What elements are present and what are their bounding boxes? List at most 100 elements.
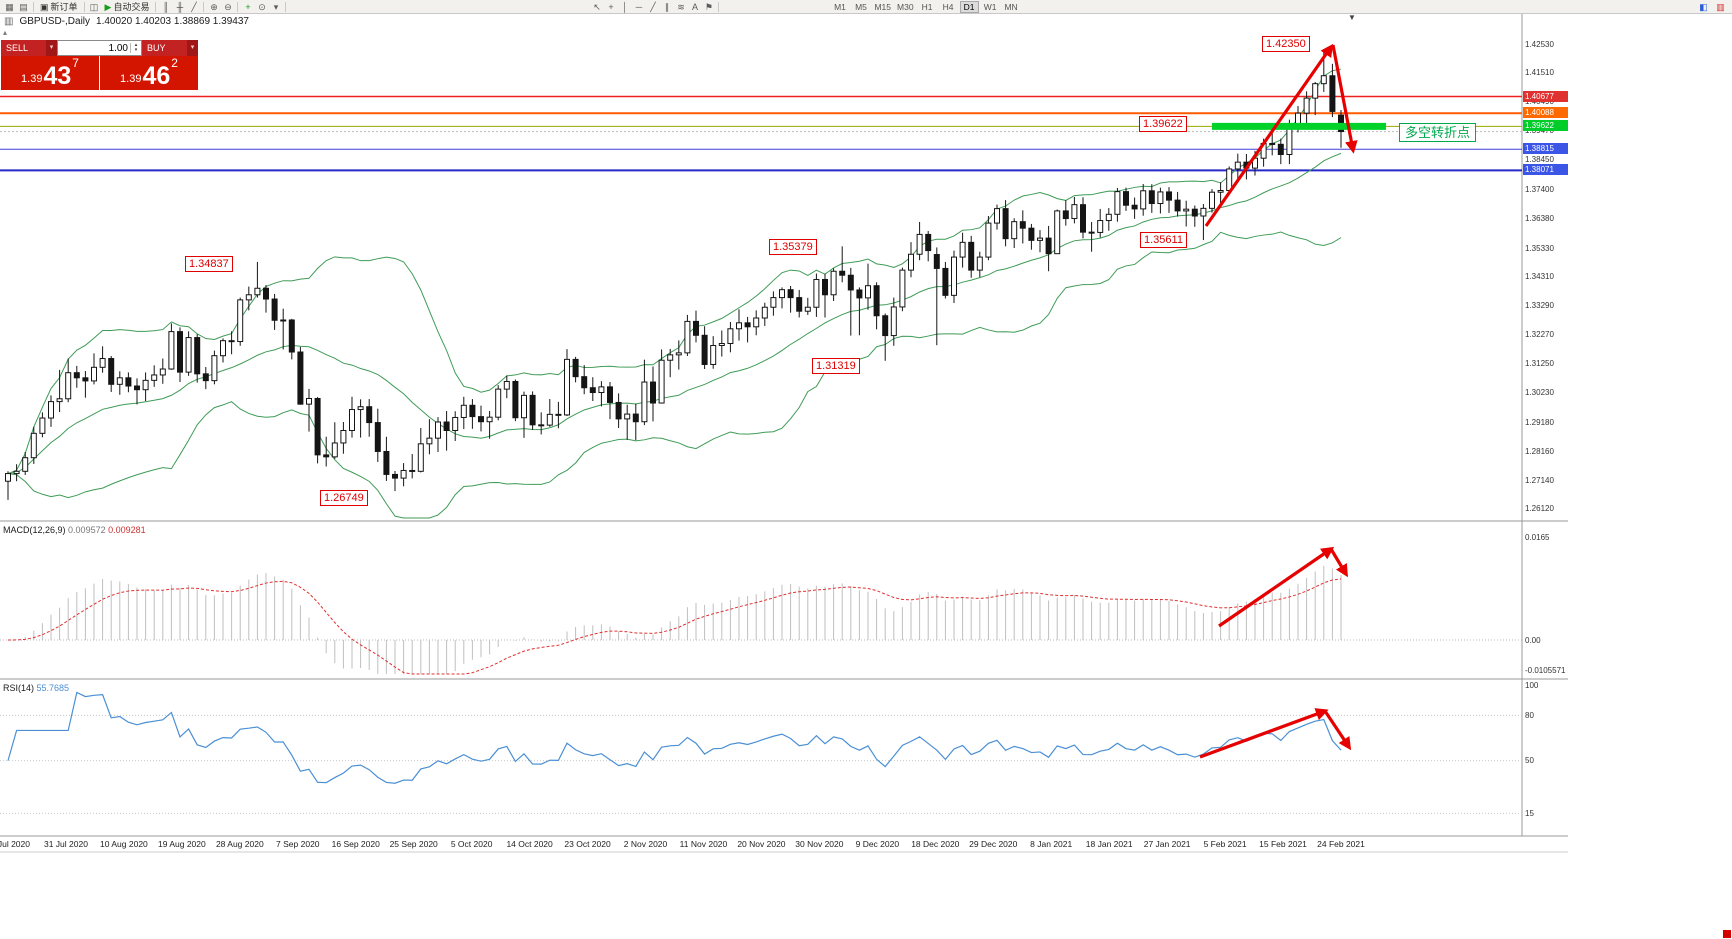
date-axis-label[interactable]: 9 Dec 2020 (855, 839, 900, 849)
date-axis-label[interactable]: 20 Nov 2020 (737, 839, 786, 849)
cursor-icon[interactable]: ↖ (590, 1, 603, 13)
bar-chart-icon[interactable]: ║ (159, 1, 172, 13)
price-callout-1-35611[interactable]: 1.35611 (1140, 232, 1187, 248)
trendline-icon[interactable]: ╱ (646, 1, 659, 13)
price-axis-tick[interactable]: 1.31250 (1525, 359, 1554, 369)
timeframe-button-m30[interactable]: M30 (897, 1, 914, 12)
date-axis-label[interactable]: 16 Sep 2020 (331, 839, 380, 849)
price-callout-1-35379[interactable]: 1.35379 (769, 239, 817, 255)
date-axis-label[interactable]: 18 Dec 2020 (911, 839, 960, 849)
volume-spinner[interactable]: ▴ ▾ (130, 43, 141, 53)
line-chart-icon[interactable]: ╱ (187, 1, 200, 13)
buy-options-caret-icon[interactable]: ▾ (187, 40, 198, 56)
date-axis-label[interactable]: 10 Aug 2020 (100, 839, 148, 849)
organize-windows-icon[interactable]: ◧ (1699, 1, 1708, 12)
date-axis-label[interactable]: 7 Sep 2020 (276, 839, 320, 849)
buy-button[interactable]: BUY ▾ (142, 40, 198, 56)
price-axis-tick[interactable]: 1.30230 (1525, 388, 1554, 398)
sell-button[interactable]: SELL ▾ (1, 40, 57, 56)
price-up-arrow[interactable] (1204, 43, 1334, 227)
chart-windows-icon[interactable]: ◫ (88, 1, 101, 13)
price-axis-tick[interactable]: 1.42530 (1525, 39, 1554, 49)
zoom-out-icon[interactable]: ⊖ (221, 1, 234, 13)
date-axis-label[interactable]: 23 Oct 2020 (564, 839, 611, 849)
timeframe-button-m1[interactable]: M1 (834, 1, 846, 12)
macd-up-arrow[interactable] (1218, 546, 1335, 628)
date-axis-label[interactable]: 30 Nov 2020 (795, 839, 844, 849)
price-callout-1-26749[interactable]: 1.26749 (320, 490, 368, 506)
volume-up-icon[interactable]: ▴ (134, 42, 138, 48)
indicators-icon[interactable]: + (241, 1, 254, 13)
vertical-line-icon[interactable]: │ (618, 1, 631, 13)
help-icon[interactable]: ▥ (1716, 1, 1725, 12)
date-axis-label[interactable]: 15 Feb 2021 (1259, 839, 1307, 849)
price-callout-1-31319[interactable]: 1.31319 (812, 358, 860, 374)
timeframe-button-m5[interactable]: M5 (855, 1, 867, 12)
macd-axis-tick[interactable]: -0.0105571 (1525, 666, 1566, 675)
rsi-up-arrow[interactable] (1199, 708, 1329, 759)
price-down-arrow[interactable] (1331, 44, 1358, 154)
date-axis-label[interactable]: 28 Aug 2020 (215, 839, 264, 849)
one-click-panel-toggle[interactable]: ▴ (3, 28, 8, 37)
price-callout-1-42350[interactable]: 1.42350 (1262, 36, 1310, 52)
rsi-axis-tick[interactable]: 80 (1525, 710, 1534, 720)
templates-icon[interactable]: ▾ (269, 1, 282, 13)
timeframe-button-w1[interactable]: W1 (983, 1, 997, 12)
timeframe-button-d1[interactable]: D1 (959, 0, 979, 13)
date-axis-label[interactable]: 2 Nov 2020 (623, 839, 668, 849)
arrows-tool-icon[interactable]: ⚑ (702, 1, 715, 13)
timeframe-button-m15[interactable]: M15 (874, 1, 892, 12)
rsi-down-arrow[interactable] (1323, 710, 1352, 751)
price-axis-tick[interactable]: 1.34310 (1525, 272, 1554, 282)
price-axis-tick[interactable]: 1.26120 (1525, 504, 1554, 514)
price-axis-tick[interactable]: 1.37400 (1525, 184, 1554, 194)
date-axis-label[interactable]: 5 Feb 2021 (1203, 839, 1247, 849)
date-axis-label[interactable]: 22 Jul 2020 (0, 839, 30, 849)
date-axis-label[interactable]: 19 Aug 2020 (157, 839, 206, 849)
price-axis-tick[interactable]: 1.28160 (1525, 446, 1554, 456)
price-axis-tick[interactable]: 1.40490 (1525, 97, 1554, 107)
price-axis-tick[interactable]: 1.38450 (1525, 155, 1554, 165)
text-label-icon[interactable]: A (688, 1, 701, 13)
date-axis-label[interactable]: 24 Feb 2021 (1317, 839, 1365, 849)
price-axis-tick[interactable]: 1.33290 (1525, 301, 1554, 311)
date-axis-label[interactable]: 27 Jan 2021 (1143, 839, 1191, 849)
timeframe-button-mn[interactable]: MN (1004, 1, 1018, 12)
date-axis-label[interactable]: 14 Oct 2020 (506, 839, 553, 849)
timeframe-button-h1[interactable]: H1 (921, 1, 933, 12)
price-callout-1-34837[interactable]: 1.34837 (185, 256, 233, 272)
channel-icon[interactable]: ∥ (660, 1, 673, 13)
date-axis-label[interactable]: 31 Jul 2020 (43, 839, 88, 849)
buy-price-button[interactable]: 1.39 46 2 (100, 56, 198, 90)
candlestick-chart-icon[interactable]: ╫ (173, 1, 186, 13)
sell-price-button[interactable]: 1.39 43 7 (1, 56, 99, 90)
date-axis-label[interactable]: 8 Jan 2021 (1030, 839, 1073, 849)
date-axis-label[interactable]: 5 Oct 2020 (450, 839, 493, 849)
macd-axis-tick[interactable]: 0.00 (1525, 635, 1541, 645)
autotrade-button[interactable]: ▶ 自动交易 (102, 1, 153, 13)
price-axis-tick[interactable]: 1.27140 (1525, 475, 1554, 485)
date-axis-label[interactable]: 25 Sep 2020 (389, 839, 438, 849)
price-axis-tick[interactable]: 1.35330 (1525, 243, 1554, 253)
new-order-button[interactable]: ▣ 新订单 (37, 1, 81, 13)
date-axis-label[interactable]: 29 Dec 2020 (969, 839, 1018, 849)
fibonacci-icon[interactable]: ≋ (674, 1, 687, 13)
price-axis-tick[interactable]: 1.41510 (1525, 68, 1554, 78)
volume-down-icon[interactable]: ▾ (134, 47, 138, 53)
date-axis-label[interactable]: 11 Nov 2020 (679, 839, 728, 849)
price-axis-tick[interactable]: 1.36380 (1525, 213, 1554, 223)
new-chart-icon[interactable]: ▦ (3, 1, 16, 13)
macd-down-arrow[interactable] (1329, 548, 1348, 578)
periods-icon[interactable]: ⊙ (255, 1, 268, 13)
timeframe-button-h4[interactable]: H4 (942, 1, 954, 12)
date-axis-label[interactable]: 18 Jan 2021 (1085, 839, 1133, 849)
macd-axis-tick[interactable]: 0.0165 (1525, 533, 1550, 543)
zoom-in-icon[interactable]: ⊕ (207, 1, 220, 13)
sell-options-caret-icon[interactable]: ▾ (46, 40, 57, 56)
profiles-icon[interactable]: ▤ (17, 1, 30, 13)
price-axis-tick[interactable]: 1.29180 (1525, 417, 1554, 427)
rsi-axis-tick[interactable]: 15 (1525, 808, 1534, 818)
price-callout-1-39622[interactable]: 1.39622 (1139, 116, 1187, 132)
pivot-note-label[interactable]: 多空转折点 (1399, 123, 1477, 142)
